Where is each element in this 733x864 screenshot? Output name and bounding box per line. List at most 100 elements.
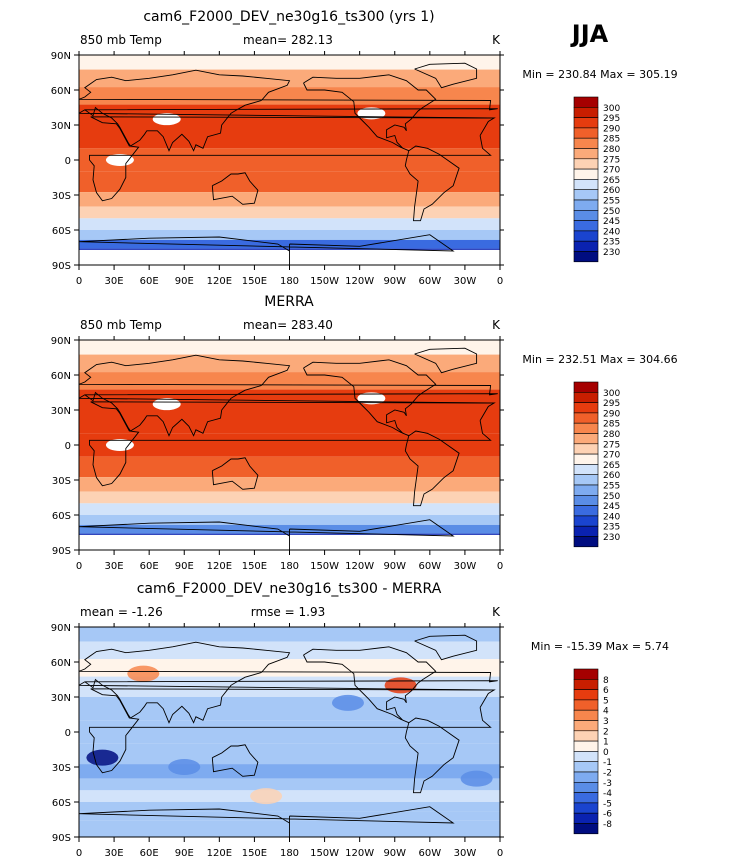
colorbar-label: 235 xyxy=(603,238,620,248)
colorbar-cell xyxy=(573,433,599,445)
x-tick-label: 30E xyxy=(105,848,124,859)
min-max-label: Min = 232.51 Max = 304.66 xyxy=(522,353,677,366)
colorbar-label: 280 xyxy=(603,145,620,155)
contour-band xyxy=(79,456,500,478)
colorbar-label: 245 xyxy=(603,217,620,227)
anomaly-region xyxy=(127,665,160,682)
panel-units: K xyxy=(492,318,501,332)
colorbar-label: 275 xyxy=(603,155,620,165)
colorbar-label: 240 xyxy=(603,512,620,522)
x-tick-label: 60W xyxy=(419,276,442,287)
panel-center-label: rmse = 1.93 xyxy=(251,605,325,619)
colorbar-label: 285 xyxy=(603,135,620,145)
y-tick-label: 0 xyxy=(65,728,71,739)
colorbar-cell xyxy=(573,709,599,721)
y-tick-label: 60S xyxy=(52,798,71,809)
contour-band xyxy=(79,354,500,373)
colorbar-cell xyxy=(573,720,599,732)
x-tick-label: 0 xyxy=(76,276,82,287)
x-tick-label: 90E xyxy=(175,276,194,287)
colorbar-cell xyxy=(573,148,599,160)
colorbar-label: 230 xyxy=(603,248,620,258)
panel-left-label: 850 mb Temp xyxy=(80,318,162,332)
y-tick-label: 90S xyxy=(52,546,71,557)
panel-title: MERRA xyxy=(264,294,314,310)
x-tick-label: 30W xyxy=(454,848,477,859)
colorbar-label: 4 xyxy=(603,707,609,717)
x-tick-label: 150E xyxy=(242,848,267,859)
anomaly-region xyxy=(168,759,201,775)
x-tick-label: 90E xyxy=(175,848,194,859)
colorbar-label: 300 xyxy=(603,389,620,399)
x-tick-label: 0 xyxy=(76,561,82,572)
y-tick-label: 30S xyxy=(52,763,71,774)
colorbar-cell xyxy=(573,515,599,527)
colorbar-cell xyxy=(573,689,599,701)
contour-band xyxy=(79,720,500,744)
contour-band xyxy=(79,69,500,88)
y-tick-label: 0 xyxy=(65,441,71,452)
y-tick-label: 60S xyxy=(52,226,71,237)
colorbar-cell xyxy=(573,168,599,180)
colorbar-cell xyxy=(573,402,599,414)
missing-data-patch xyxy=(152,398,181,411)
colorbar-cell xyxy=(573,781,599,793)
x-tick-label: 120E xyxy=(207,848,232,859)
colorbar-label: 285 xyxy=(603,420,620,430)
x-tick-label: 90W xyxy=(383,276,406,287)
colorbar-cell xyxy=(573,179,599,190)
colorbar-cell xyxy=(573,137,599,149)
contour-band xyxy=(79,778,500,791)
colorbar-label: 265 xyxy=(603,461,620,471)
colorbar-label: 270 xyxy=(603,451,620,461)
panel-units: K xyxy=(492,33,501,47)
colorbar-cell xyxy=(573,381,599,393)
contour-band xyxy=(79,503,500,515)
contour-band xyxy=(79,192,500,207)
contour-band xyxy=(79,125,500,149)
coastline xyxy=(404,145,460,222)
colorbar-cell xyxy=(573,158,599,170)
colorbar-cell xyxy=(573,668,599,680)
colorbar-label: 295 xyxy=(603,399,620,409)
colorbar-label: -6 xyxy=(603,810,612,820)
colorbar-label: 0 xyxy=(603,748,609,758)
colorbar-label: -4 xyxy=(603,789,612,799)
x-tick-label: 120W xyxy=(345,276,374,287)
y-tick-label: 30N xyxy=(51,693,71,704)
colorbar-label: -1 xyxy=(603,758,612,768)
colorbar-label: 260 xyxy=(603,186,620,196)
panel-center-label: mean= 283.40 xyxy=(243,318,333,332)
contour-band xyxy=(79,790,500,802)
coastline xyxy=(79,69,498,152)
colorbar-label: -5 xyxy=(603,799,612,809)
colorbar-cell xyxy=(573,391,599,403)
contour-band xyxy=(79,55,500,70)
map-field xyxy=(79,340,500,550)
y-tick-label: 60N xyxy=(51,86,71,97)
x-tick-label: 120W xyxy=(345,561,374,572)
y-tick-label: 60N xyxy=(51,371,71,382)
colorbar-cell xyxy=(573,812,599,824)
colorbar-label: 295 xyxy=(603,114,620,124)
contour-band xyxy=(79,87,500,105)
contour-band xyxy=(79,697,500,721)
x-tick-label: 30W xyxy=(454,276,477,287)
colorbar-cell xyxy=(573,678,599,690)
contour-band xyxy=(79,104,500,125)
coastline xyxy=(404,430,460,507)
x-tick-label: 60W xyxy=(419,561,442,572)
colorbar-cell xyxy=(573,240,599,252)
missing-data-patch xyxy=(152,113,181,126)
x-tick-label: 120E xyxy=(207,276,232,287)
y-tick-label: 30S xyxy=(52,476,71,487)
colorbar-label: 235 xyxy=(603,523,620,533)
contour-band xyxy=(79,148,500,172)
colorbar-cell xyxy=(573,453,599,465)
colorbar-label: 245 xyxy=(603,502,620,512)
contour-band xyxy=(79,477,500,492)
panel-2: 0 30E 60E 90E 120E 150E 180 150W 120W 90W 60W 30W 09… xyxy=(51,294,678,572)
anomaly-region xyxy=(460,770,493,787)
panel-3: 0 30E 60E 90E 120E 150E 180 150W 120W 90W 60W 30W 09… xyxy=(51,581,669,859)
x-tick-label: 150E xyxy=(242,561,267,572)
